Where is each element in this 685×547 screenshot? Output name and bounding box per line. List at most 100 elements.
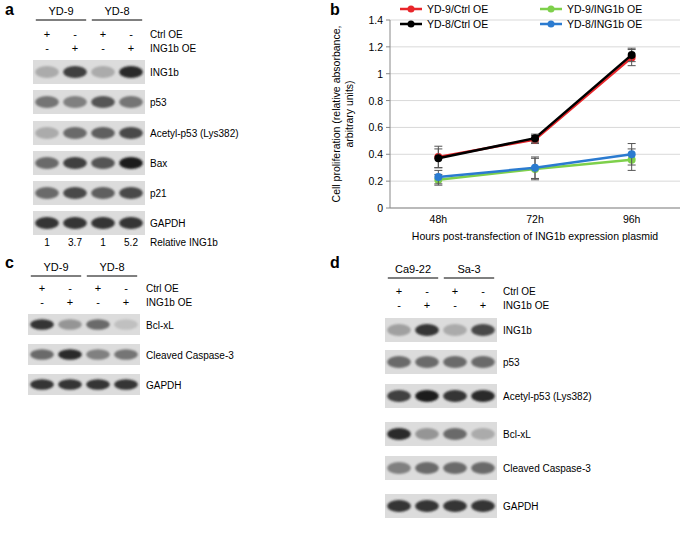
condition-sign: - [481,285,485,297]
band [443,356,467,368]
band [415,390,439,402]
band [119,157,143,169]
membrane [28,374,140,395]
series-line [438,55,631,158]
marker [628,51,636,59]
band [35,96,59,108]
legend-label: YD-9/Ctrl OE [427,3,488,15]
membrane [385,494,497,518]
error-cap [628,65,636,66]
marker [531,134,539,142]
band [443,500,467,512]
band [30,319,54,330]
band [35,127,59,139]
grid-line [390,100,680,101]
error-bar [434,149,442,168]
band [415,462,439,474]
condition-label: ING1b OE [503,300,549,311]
y-axis-title: Cell proliferation (relative absorbance,… [330,26,355,203]
band [471,428,495,440]
legend-label: YD-9/ING1b OE [567,3,642,15]
blot-panel: aYD-9YD-8+-+-Ctrl OE-+-+ING1b OEING1bp53… [5,1,239,248]
error-cap [628,143,636,144]
y-tick-label: 1.4 [368,14,383,26]
group-label: YD-8 [104,5,129,17]
panel-label: d [330,254,340,271]
row-label: Bax [150,158,167,169]
grid-line [390,181,680,182]
condition-sign: - [124,282,128,294]
membrane [385,318,497,342]
condition-sign: + [100,28,106,40]
marker [434,173,442,181]
band [415,428,439,440]
membrane [33,181,145,205]
band [58,349,82,360]
band [63,96,87,108]
x-tick-label: 72h [526,213,544,225]
grid-line [390,73,680,74]
group-underline [31,276,81,277]
condition-sign: - [397,299,401,311]
band [387,324,411,336]
condition-label: Ctrl OE [503,286,536,297]
row-label: ING1b [150,67,179,78]
band [471,500,495,512]
membrane [33,60,145,84]
error-cap [434,183,442,184]
band [119,217,143,229]
band [114,349,138,360]
error-cap [434,170,442,171]
error-cap [434,167,442,168]
band [35,217,59,229]
group-label: YD-8 [99,261,124,273]
error-bar [628,50,636,66]
legend: YD-9/Ctrl OEYD-9/ING1b OEYD-8/Ctrl OEYD-… [400,3,642,30]
membrane [385,456,497,480]
band [63,127,87,139]
error-bar [628,144,636,165]
band [443,390,467,402]
condition-sign: + [424,299,430,311]
band [63,157,87,169]
group-underline [444,278,494,279]
band [119,127,143,139]
row-label: Bcl-xL [503,429,531,440]
error-cap [434,167,442,168]
band [30,349,54,360]
band [387,428,411,440]
band [119,66,143,78]
condition-sign: - [101,42,105,54]
error-cap [628,48,636,49]
group-label: YD-9 [43,261,68,273]
error-bar [434,146,442,167]
band [443,428,467,440]
membrane [385,350,497,374]
membrane [28,314,140,335]
condition-label: ING1b OE [146,297,192,308]
x-tick-label: 96h [623,213,641,225]
band [443,462,467,474]
y-tick [386,208,390,209]
error-cap [434,146,442,147]
error-cap [531,178,539,179]
condition-sign: + [95,282,101,294]
row-label: p53 [503,357,520,368]
band [30,379,54,390]
panel-label: b [330,1,340,18]
band [471,356,495,368]
quant-value: 1 [44,237,50,248]
x-tick-label: 48h [430,213,448,225]
band [91,217,115,229]
row-label: Bcl-xL [146,320,174,331]
condition-sign: - [45,42,49,54]
band [35,187,59,199]
group-underline [36,20,86,21]
condition-label: ING1b OE [150,43,196,54]
legend-label: YD-8/ING1b OE [567,18,642,30]
quant-value: 1 [100,237,106,248]
y-tick-label: 0.8 [368,95,383,107]
series-line [438,58,631,157]
error-cap [531,179,539,180]
membrane [385,384,497,408]
